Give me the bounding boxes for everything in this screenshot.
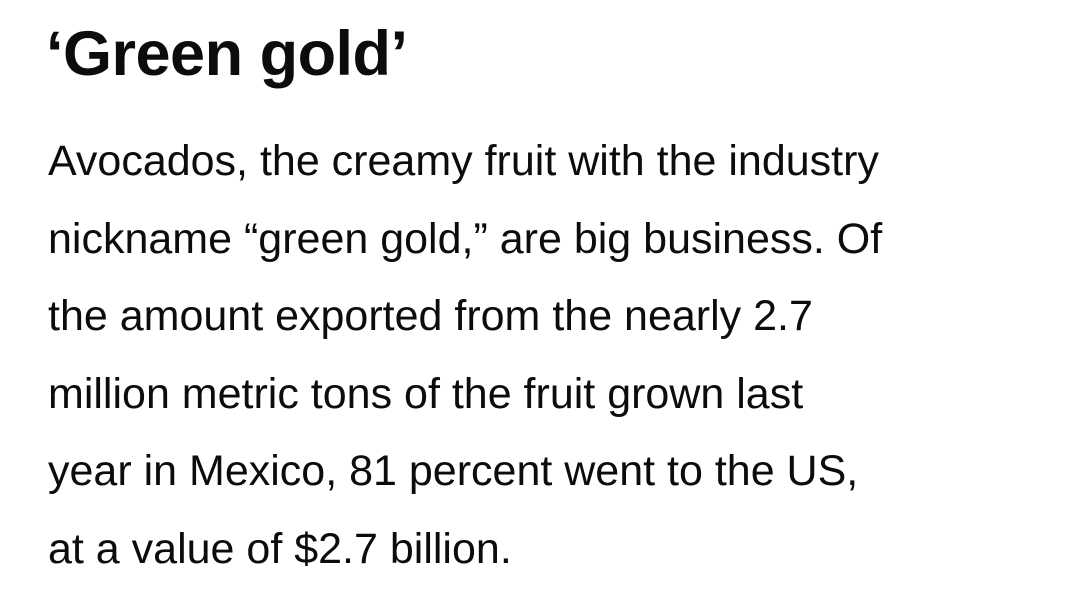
paragraph-line: year in Mexico, 81 percent went to the U… bbox=[48, 447, 859, 496]
paragraph-line: Avocados, the creamy fruit with the indu… bbox=[48, 137, 879, 185]
paragraph-line: at a value of $2.7 billion. bbox=[48, 524, 512, 573]
paragraph-line: nickname “green gold,” are big business.… bbox=[48, 214, 883, 263]
paragraph-line: the amount exported from the nearly 2.7 bbox=[48, 292, 813, 341]
paragraph-line: million metric tons of the fruit grown l… bbox=[48, 369, 804, 418]
heading: ‘Green gold’ bbox=[46, 19, 408, 89]
paragraph: Avocados, the creamy fruit with the indu… bbox=[48, 123, 882, 589]
